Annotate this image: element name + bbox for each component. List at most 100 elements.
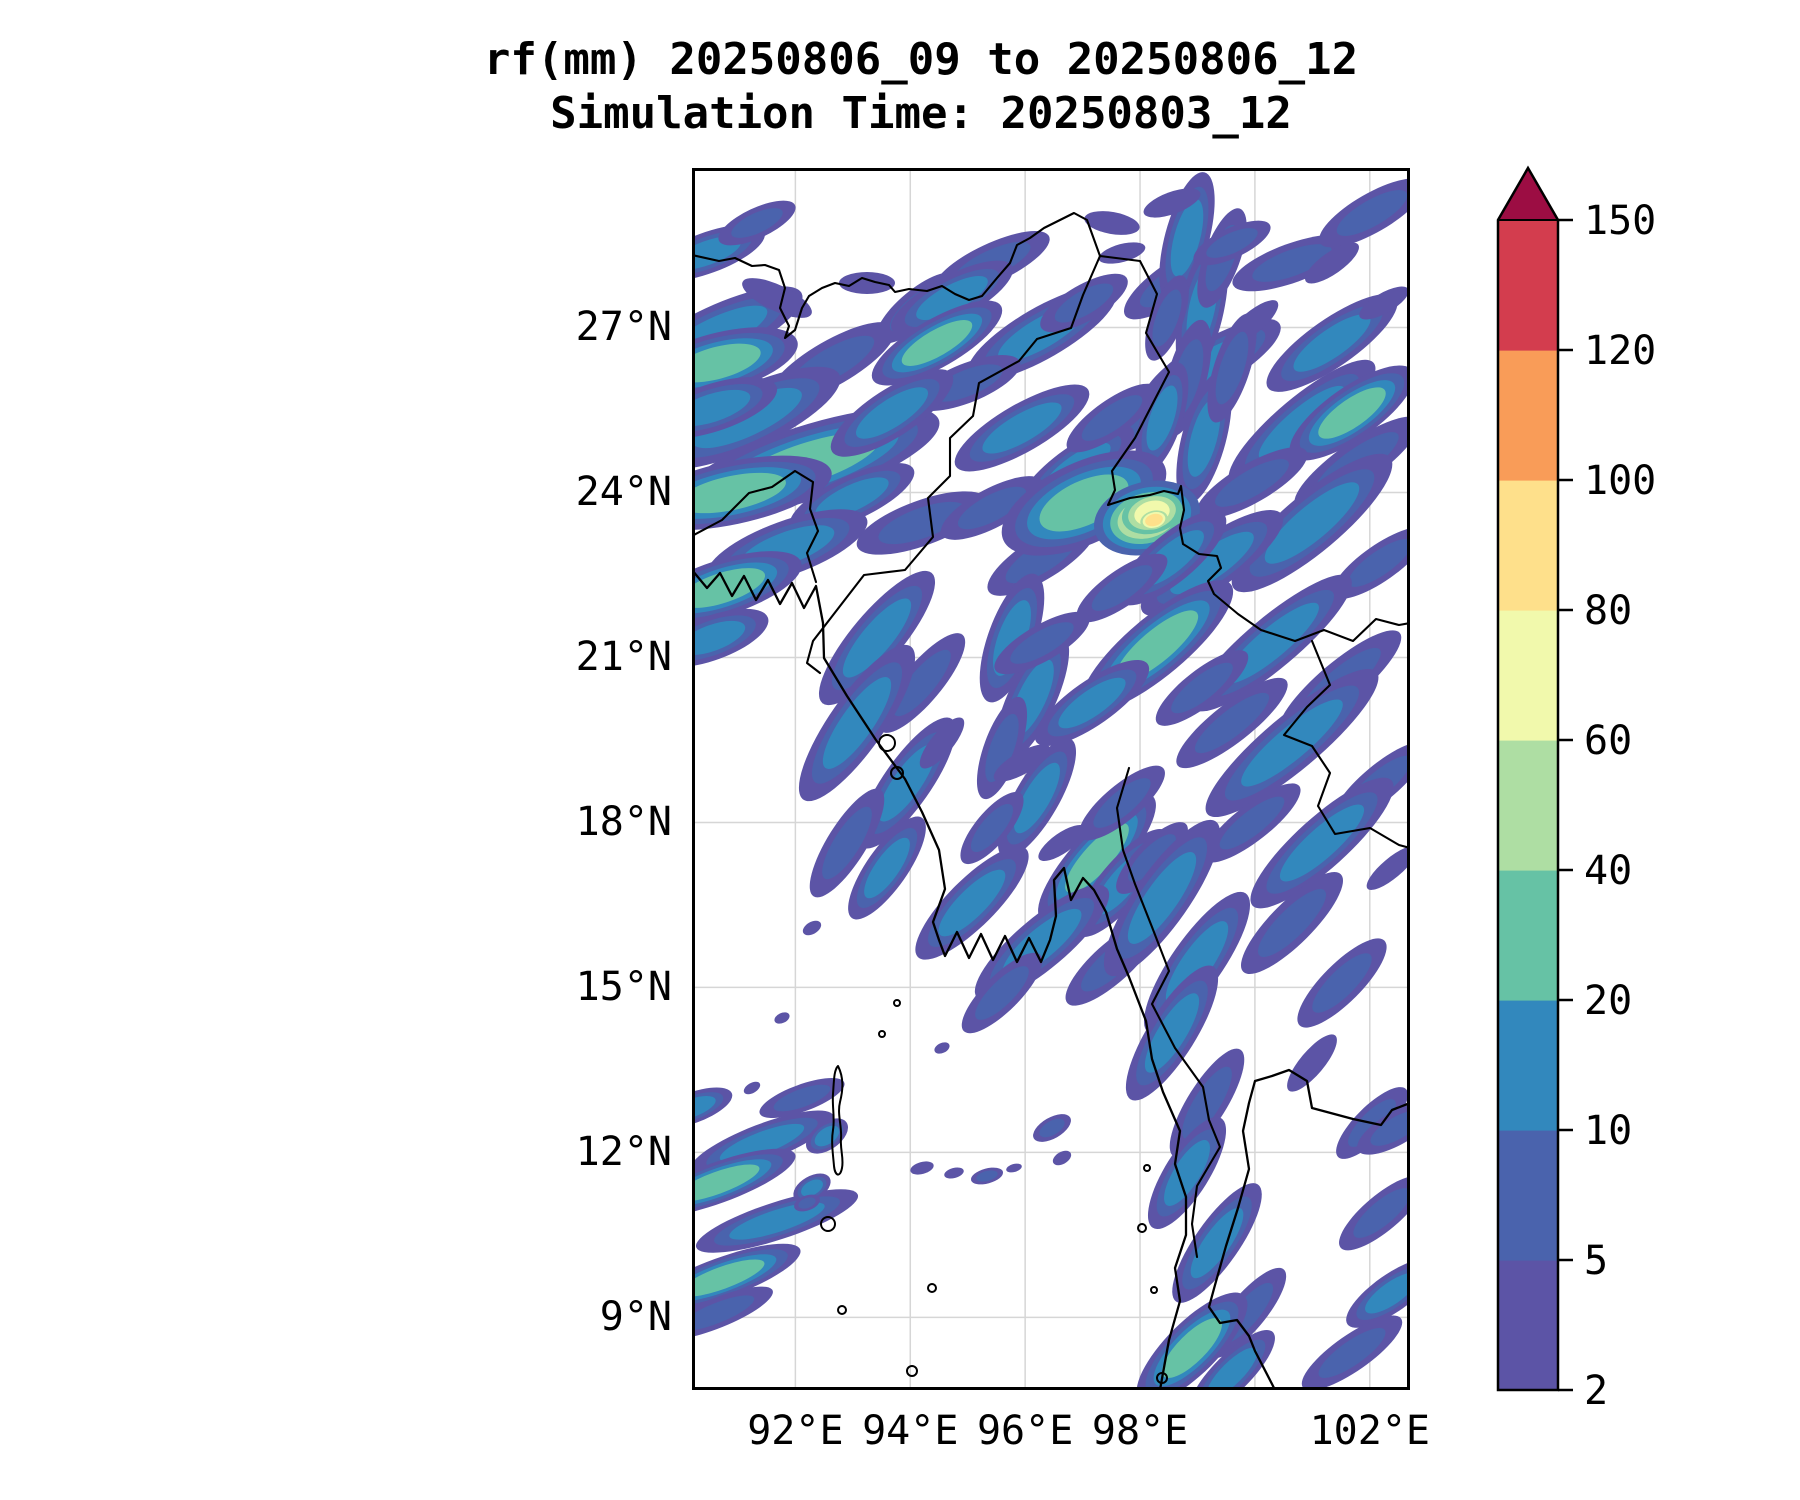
lat-tick-label: 27°N	[575, 304, 672, 351]
rain-cell	[1066, 383, 1158, 453]
rain-cell	[1135, 362, 1189, 474]
rain-cell	[1366, 846, 1410, 890]
colorbar-tick-label: 20	[1584, 978, 1632, 1024]
map-panel	[692, 168, 1410, 1390]
colorbar-tick-label: 150	[1584, 198, 1656, 244]
rain-cell	[1143, 188, 1201, 218]
colorbar-segment	[1498, 1130, 1558, 1261]
rain-cell	[692, 455, 832, 531]
rain-cell	[1207, 313, 1257, 423]
coast-bengal-rakhine-delta-tenasserim	[692, 568, 1188, 1390]
lat-tick-label: 21°N	[575, 634, 672, 681]
island-outline	[837, 1305, 847, 1315]
rain-cell	[1332, 527, 1410, 599]
rain-cell	[718, 200, 796, 246]
island-andaman-chain	[831, 1065, 844, 1176]
rain-cell	[993, 744, 1051, 782]
rain-cell	[871, 300, 1003, 386]
map-frame	[692, 168, 1410, 1390]
rain-cell	[1155, 650, 1249, 726]
rain-cell	[1001, 450, 1167, 556]
rain-cell	[692, 1148, 796, 1218]
rain-cell	[970, 1167, 1004, 1185]
rain-cell	[1136, 1292, 1248, 1390]
coast-gulf-of-thailand-peninsula	[1207, 1068, 1410, 1390]
rain-cell	[856, 491, 988, 555]
rain-cell	[839, 272, 895, 294]
rain-cell	[692, 608, 769, 668]
rain-cell	[692, 1286, 773, 1340]
plot-title: rf(mm) 20250806_09 to 20250806_12	[483, 34, 1359, 85]
rain-cell	[1116, 822, 1188, 894]
rain-cell	[915, 846, 1029, 960]
border-laos-thailand	[1282, 639, 1410, 850]
rain-cell	[818, 570, 936, 706]
rain-cell	[1079, 765, 1165, 841]
colorbar-tick-label: 2	[1584, 1368, 1608, 1414]
border-china-myanmar-laos	[1098, 254, 1410, 643]
rain-cell	[1125, 965, 1219, 1101]
rain-cell	[802, 920, 822, 936]
rain-cell	[1052, 1150, 1072, 1166]
island-outline	[1150, 1286, 1158, 1294]
coastlines-borders	[692, 211, 1410, 1390]
lat-tick-label: 9°N	[599, 1294, 672, 1341]
lon-tick-label: 98°E	[1091, 1408, 1189, 1454]
rain-cell	[1231, 453, 1393, 593]
colorbar-segment	[1498, 740, 1558, 871]
colorbar-svg: 2 5 10 20 40 60 80 100 120 150	[1496, 165, 1656, 1414]
colorbar-tick-label: 40	[1584, 848, 1632, 894]
rain-cell	[1250, 777, 1394, 909]
colorbar-tick-label: 100	[1584, 458, 1656, 504]
rain-cells	[692, 172, 1410, 1390]
rain-cell	[919, 717, 965, 769]
rain-cell	[934, 1042, 950, 1054]
rain-cell	[997, 738, 1077, 858]
rain-cell	[944, 1167, 964, 1179]
colorbar-outline	[1496, 165, 1560, 1392]
border-bangladesh-india	[692, 469, 820, 584]
rain-cell	[910, 1161, 934, 1175]
rain-cell	[1147, 1116, 1227, 1230]
rain-cell	[830, 369, 954, 457]
rain-cell	[692, 1087, 733, 1129]
rain-cell	[692, 1243, 801, 1313]
lat-tick-label: 15°N	[575, 964, 672, 1011]
island-outline	[1156, 1372, 1168, 1384]
lat-tick-label: 18°N	[575, 799, 672, 846]
rain-cell	[954, 384, 1090, 472]
colorbar-segment	[1498, 480, 1558, 611]
colorbar: 2 5 10 20 40 60 80 100 120 150	[1470, 130, 1800, 1450]
rain-cell	[1040, 273, 1128, 333]
rain-cell	[1232, 234, 1352, 292]
rain-cell	[878, 633, 966, 733]
island-outline	[906, 1365, 918, 1377]
colorbar-segment	[1498, 870, 1558, 1001]
colorbar-tick-label: 120	[1584, 328, 1656, 374]
rain-cell	[848, 816, 926, 920]
rain-cell	[1169, 1048, 1245, 1158]
island-outline	[893, 999, 901, 1007]
rain-cell	[1297, 938, 1387, 1028]
rain-cell	[793, 1173, 831, 1203]
rain-cell	[1140, 510, 1168, 530]
rain-cell	[798, 644, 916, 802]
colorbar-segment	[1498, 350, 1558, 481]
rain-cell	[794, 1194, 820, 1212]
rain-cell	[1038, 824, 1086, 862]
island-outline	[1137, 1223, 1147, 1233]
rain-cell	[1205, 668, 1379, 818]
map-svg	[692, 168, 1410, 1390]
rain-cell	[1339, 1175, 1410, 1251]
rain-cell	[1241, 872, 1343, 974]
lat-tick-label: 24°N	[575, 469, 672, 516]
lon-tick-label: 96°E	[976, 1408, 1074, 1454]
colorbar-segment	[1498, 220, 1558, 351]
rain-cell	[1301, 1315, 1403, 1390]
rain-cell	[1034, 660, 1150, 746]
rain-cell	[1203, 783, 1301, 863]
rain-cell	[1159, 172, 1215, 304]
colorbar-over-arrow	[1498, 168, 1558, 220]
rain-cell	[692, 327, 798, 399]
